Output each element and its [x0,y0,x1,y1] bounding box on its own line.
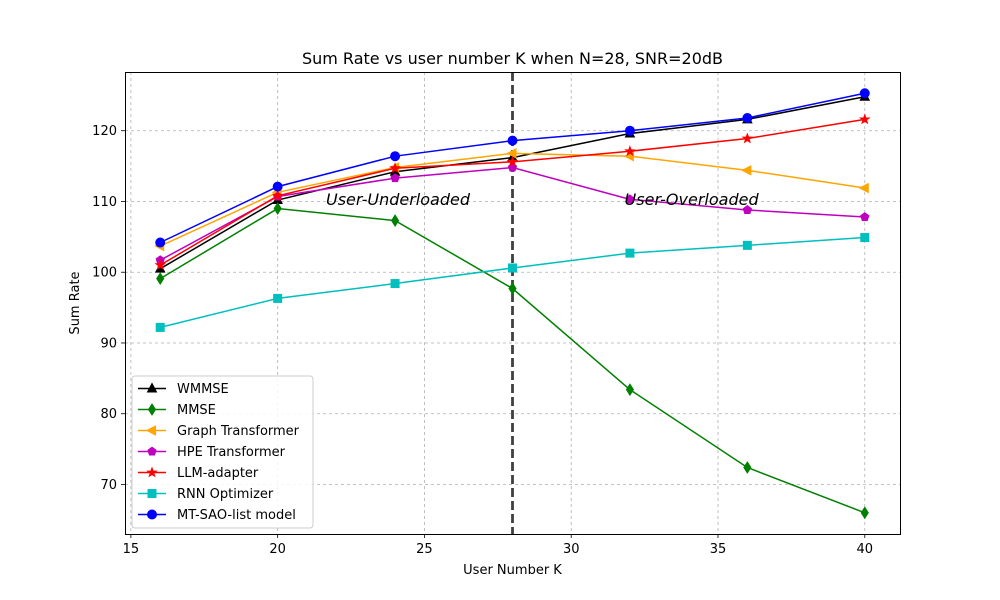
data-point-mt-sao-list-model [859,88,870,99]
legend-box [131,375,314,529]
data-point-mmse [508,282,517,295]
y-axis-ticks: 70 80 90 100 110 120 [92,124,125,493]
legend-entry-mmse: MMSE [138,403,216,418]
annotation-user-underloaded: User-Underloaded [326,190,471,209]
x-axis-ticks: 15 20 25 30 35 40 [123,534,873,557]
legend-marker [147,403,157,416]
plot-frame [125,72,901,535]
data-point-hpe-transformer [625,194,635,204]
legend-marker [145,425,156,436]
data-point-rnn-optimizer [273,293,283,303]
legend-entry-llm-adapter: LLM-adapter [138,466,259,481]
legend-entry-mt-sao-list-model: MT-SAO-list model [138,508,296,523]
legend-entry-hpe-transformer: HPE Transformer [138,445,286,460]
data-point-llm-adapter [154,259,166,271]
data-point-mt-sao-list-model [742,112,753,123]
legend-label: WMMSE [177,382,229,397]
data-point-mmse [860,506,869,520]
y-tick-label: 70 [100,478,117,493]
legend-label: RNN Optimizer [177,487,274,502]
data-point-llm-adapter [741,132,754,144]
data-point-mt-sao-list-model [624,125,635,136]
data-point-rnn-optimizer [625,248,635,258]
data-point-mmse [390,214,400,228]
legend-marker [146,382,158,393]
data-point-llm-adapter [506,155,519,167]
legend-marker [147,489,157,498]
data-point-graph-transformer [741,165,752,176]
data-point-rnn-optimizer [508,263,517,273]
data-point-mmse [625,383,635,397]
data-point-mmse [273,202,282,215]
x-tick-label: 15 [123,542,140,557]
data-point-hpe-transformer [390,173,400,183]
data-point-graph-transformer [506,148,517,159]
legend-marker [147,509,157,520]
x-tick-label: 30 [563,542,580,557]
data-point-graph-transformer [858,182,869,194]
data-point-llm-adapter [859,113,871,125]
legend-label: LLM-adapter [177,466,259,481]
data-point-rnn-optimizer [390,279,400,289]
legend-label: MT-SAO-list model [177,508,296,523]
data-point-rnn-optimizer [155,322,165,332]
y-tick-label: 80 [100,407,117,422]
data-point-mmse [743,461,752,474]
x-tick-label: 40 [856,542,873,557]
data-point-mmse [156,272,165,286]
legend-entry-wmmse: WMMSE [138,382,229,397]
legend: WMMSE MMSE Graph Transformer HPE Transforme… [131,375,314,529]
x-axis-label: User Number K [463,563,562,578]
legend-marker [147,446,157,456]
data-point-llm-adapter [624,145,636,157]
legend-entry-graph-transformer: Graph Transformer [138,424,300,439]
series-llm-adapter [154,113,871,271]
data-point-hpe-transformer [860,212,870,222]
y-tick-label: 100 [92,266,117,281]
data-point-llm-adapter [389,162,401,174]
legend-label: MMSE [177,403,216,418]
x-tick-label: 35 [710,542,727,557]
data-point-mt-sao-list-model [272,181,283,192]
series-mt-sao-list-model [155,88,870,248]
annotations: User-Underloaded User-Overloaded [326,190,759,209]
data-point-hpe-transformer [742,205,753,214]
series-mmse [156,202,869,520]
x-tick-label: 25 [416,542,433,557]
data-point-rnn-optimizer [860,233,870,243]
y-tick-label: 110 [92,195,117,210]
y-tick-label: 90 [100,336,117,351]
data-point-mt-sao-list-model [390,151,401,162]
data-point-rnn-optimizer [742,240,752,250]
annotation-user-overloaded: User-Overloaded [625,190,760,209]
series-rnn-optimizer [155,233,870,332]
legend-label: Graph Transformer [177,424,300,439]
y-axis-label: Sum Rate [68,271,83,334]
y-tick-label: 120 [92,124,117,139]
x-tick-label: 20 [269,542,286,557]
data-point-llm-adapter [271,189,284,201]
data-point-mt-sao-list-model [507,135,518,146]
data-point-mt-sao-list-model [155,237,166,248]
legend-entry-rnn-optimizer: RNN Optimizer [138,487,274,502]
chart-title: Sum Rate vs user number K when N=28, SNR… [302,49,723,68]
legend-marker [146,466,158,478]
legend-label: HPE Transformer [177,445,286,460]
series-layer [154,88,871,520]
